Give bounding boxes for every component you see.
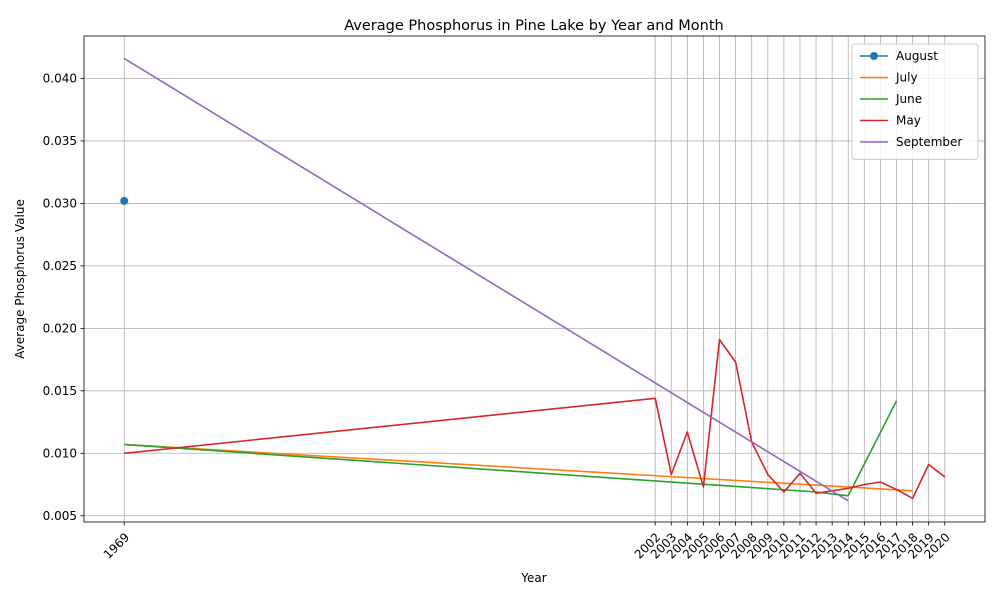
- y-tick-label: 0.030: [43, 196, 77, 210]
- legend-label-august: August: [896, 49, 938, 63]
- grid-lines: [84, 36, 985, 522]
- y-tick-label: 0.010: [43, 446, 77, 460]
- y-tick-label: 0.035: [43, 134, 77, 148]
- legend-marker-august: [870, 52, 878, 60]
- series-lines: [120, 57, 946, 502]
- legend: August July June May September: [851, 43, 979, 160]
- y-tick-label: 0.015: [43, 384, 77, 398]
- axis-ticks: 0.005 0.010 0.015 0.020 0.025 0.030 0.035 0.040…: [43, 71, 953, 561]
- x-axis-label: Year: [520, 571, 546, 585]
- legend-label-september: September: [896, 135, 962, 149]
- legend-label-july: July: [895, 71, 918, 85]
- legend-label-may: May: [896, 114, 921, 128]
- series-line-may: [124, 338, 946, 500]
- y-tick-label: 0.040: [43, 71, 77, 85]
- y-axis-label: Average Phosphorus Value: [13, 199, 27, 359]
- plot-frame: [83, 35, 986, 523]
- series-line-september: [123, 57, 849, 502]
- y-tick-label: 0.020: [43, 321, 77, 335]
- series-line-june: [124, 400, 898, 497]
- plot-area: [84, 36, 985, 522]
- series-line-july: [124, 443, 913, 492]
- y-tick-label: 0.025: [43, 259, 77, 273]
- data-point-august: [120, 196, 129, 205]
- legend-label-june: June: [895, 92, 922, 106]
- legend-box: [851, 43, 979, 160]
- chart-title: Average Phosphorus in Pine Lake by Year …: [344, 18, 724, 34]
- y-tick-label: 0.005: [43, 509, 77, 523]
